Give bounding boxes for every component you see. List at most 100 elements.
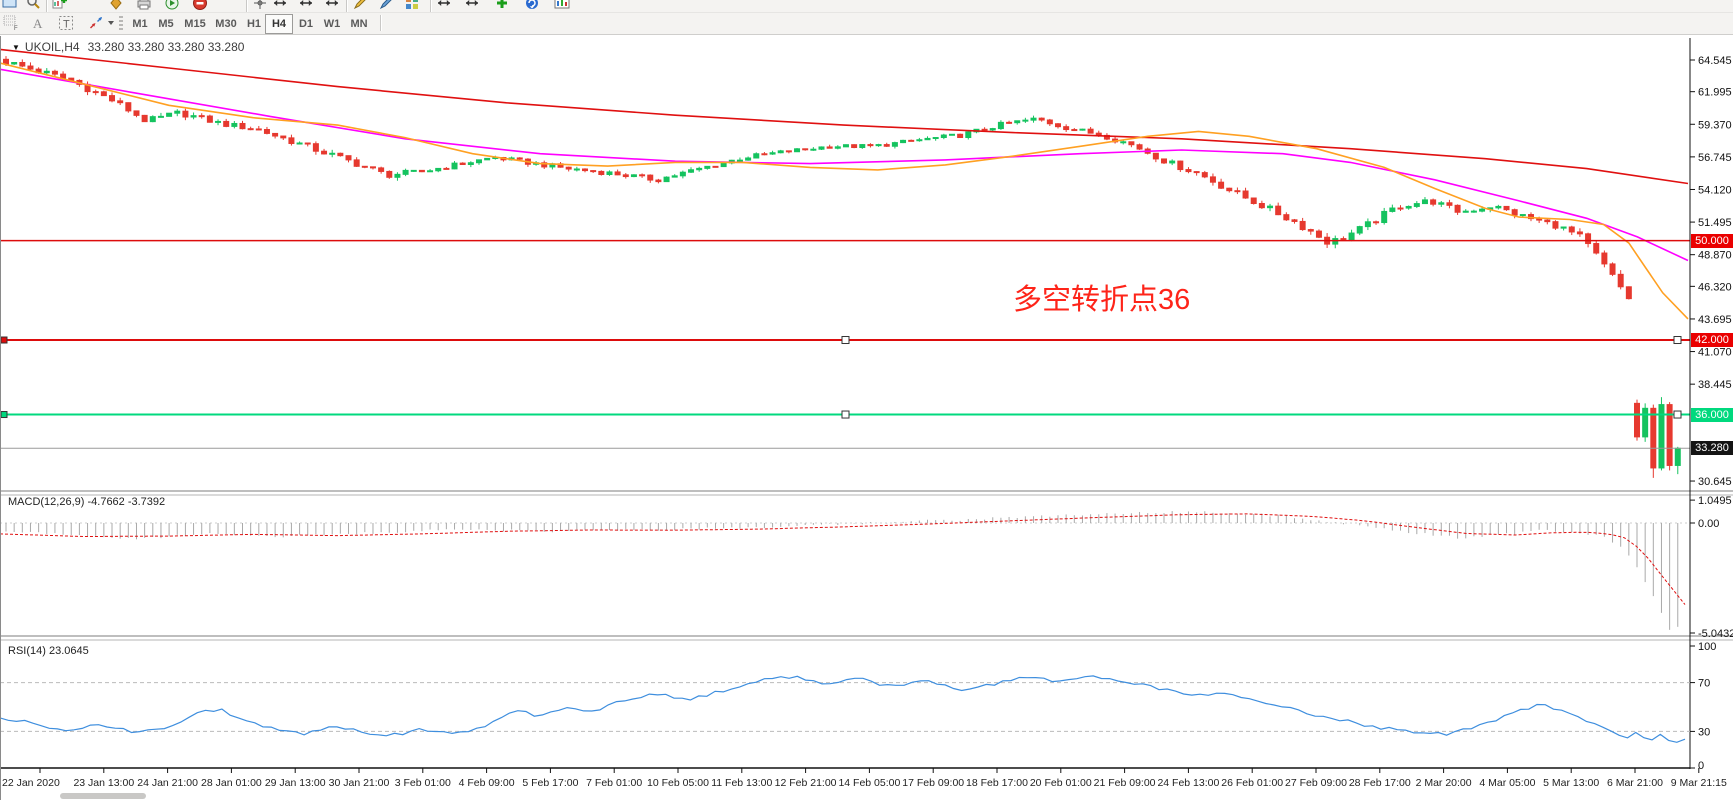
date-tick-label: 28 Feb 17:00 <box>1349 777 1411 789</box>
date-tick-label: 18 Feb 17:00 <box>966 777 1028 789</box>
grid-f-icon[interactable]: F <box>3 15 19 32</box>
chevron-down-icon[interactable]: ▼ <box>12 43 20 52</box>
macd-pane[interactable] <box>0 496 1690 638</box>
target-line-36[interactable] <box>0 410 1690 419</box>
price-tick-label: 54.120 <box>1698 184 1732 196</box>
svg-text:A: A <box>33 16 43 31</box>
h-resize-icon[interactable] <box>436 0 452 11</box>
stop-icon[interactable] <box>192 0 208 11</box>
h-resize-icon[interactable] <box>464 0 480 11</box>
price-tick-label: 61.995 <box>1698 87 1732 99</box>
text-t-icon[interactable]: T <box>58 15 74 31</box>
print-preview-icon[interactable] <box>164 0 180 11</box>
toolbar-separator <box>246 0 248 12</box>
date-tick-label: 24 Feb 13:00 <box>1157 777 1219 789</box>
macd-scale-label: 0.00 <box>1698 518 1719 530</box>
toolbar-separator <box>430 0 432 12</box>
price-axis-labels: 64.545 61.995 59.370 56.745 54.120 51.495 48.8… <box>1690 55 1732 488</box>
date-tick-label: 26 Feb 01:00 <box>1221 777 1283 789</box>
tf-button-M5[interactable]: M5 <box>158 18 174 30</box>
macd-values: -4.7662 -3.7392 <box>87 496 166 508</box>
svg-text:F: F <box>14 26 18 31</box>
price-badge-33_280: 33.280 <box>1691 441 1733 456</box>
chart-symbol-label: UKOIL,H4 <box>25 40 80 54</box>
rsi-scale-label: 100 <box>1698 641 1716 653</box>
date-tick-label: 28 Jan 01:00 <box>201 777 262 789</box>
add-indicator-icon[interactable] <box>494 0 510 11</box>
date-tick-label: 30 Jan 21:00 <box>329 777 390 789</box>
macd-scale-label: 1.0495 <box>1698 495 1732 507</box>
chart-box-icon[interactable] <box>554 0 570 11</box>
refresh-icon[interactable] <box>524 0 540 11</box>
h-resize-icon[interactable] <box>324 0 340 11</box>
pencil-icon[interactable] <box>352 0 368 11</box>
tf-button-MN[interactable]: MN <box>350 18 368 30</box>
magnifier-icon[interactable] <box>26 0 42 11</box>
pen-icon[interactable] <box>378 0 394 11</box>
date-tick-label: 4 Feb 09:00 <box>459 777 515 789</box>
palette-icon[interactable] <box>404 0 420 11</box>
price-tick-label: 46.320 <box>1698 281 1732 293</box>
tf-button-M15[interactable]: M15 <box>184 18 206 30</box>
order-basket-icon[interactable] <box>108 0 124 11</box>
tf-button-H4[interactable]: H4 <box>265 14 293 34</box>
date-tick-label: 5 Feb 17:00 <box>522 777 578 789</box>
print-icon[interactable] <box>136 0 152 11</box>
price-tick-label: 51.495 <box>1698 217 1732 229</box>
price-tick-label: 64.545 <box>1698 55 1732 67</box>
chart-canvas[interactable]: 64.545 61.995 59.370 56.745 54.120 51.495 48.8… <box>0 36 1733 800</box>
svg-text:T: T <box>63 19 70 31</box>
toolbar-separator <box>380 15 382 31</box>
chart-h-scrollbar[interactable] <box>60 793 146 799</box>
tf-button-H1[interactable]: H1 <box>246 18 262 30</box>
price-badge-50_000: 50.000 <box>1691 233 1733 248</box>
price-tick-label: 38.445 <box>1698 379 1732 391</box>
letter-a-icon[interactable]: A <box>30 15 46 31</box>
date-tick-label: 2 Mar 20:00 <box>1416 777 1472 789</box>
macd-indicator-label: MACD(12,26,9) -4.7662 -3.7392 <box>8 496 165 508</box>
toolbar-separator <box>46 0 48 12</box>
date-tick-label: 23 Jan 13:00 <box>73 777 134 789</box>
arrows-tool-dropdown-caret[interactable] <box>108 21 114 25</box>
toolbar-drag-handle[interactable] <box>119 16 123 31</box>
date-axis-labels: 22 Jan 2020 23 Jan 13:00 24 Jan 21:00 28 Ja… <box>2 768 1727 789</box>
date-tick-label: 20 Feb 01:00 <box>1030 777 1092 789</box>
h-resize-icon[interactable] <box>272 0 288 11</box>
crosshair-icon[interactable] <box>252 0 268 11</box>
date-tick-label: 11 Feb 13:00 <box>711 777 772 789</box>
tf-button-M30[interactable]: M30 <box>215 18 237 30</box>
price-tick-label: 41.070 <box>1698 347 1732 359</box>
new-chart-icon[interactable] <box>52 0 68 11</box>
main-chart-pane[interactable] <box>0 38 1690 490</box>
chart-ohlc-values: 33.280 33.280 33.280 33.280 <box>88 40 245 54</box>
rsi-indicator-label: RSI(14) 23.0645 <box>8 645 89 657</box>
trade-annotation-text[interactable]: 多空转折点36 <box>1013 284 1191 316</box>
date-tick-label: 22 Jan 2020 <box>2 777 60 789</box>
rsi-scale-label: 30 <box>1698 726 1710 738</box>
rsi-name: RSI(14) <box>8 645 46 657</box>
tf-button-D1[interactable]: D1 <box>298 18 314 30</box>
arrows-tool-icon[interactable] <box>88 15 104 31</box>
price-tick-label: 56.745 <box>1698 152 1732 164</box>
window-icon[interactable] <box>2 0 18 11</box>
macd-scale-labels: 1.0495 0.00 -5.0432 <box>1690 495 1733 640</box>
tf-button-M1[interactable]: M1 <box>132 18 148 30</box>
macd-scale-label: -5.0432 <box>1698 628 1733 640</box>
price-badge-36_000: 36.000 <box>1691 407 1733 422</box>
date-tick-label: 4 Mar 05:00 <box>1479 777 1535 789</box>
date-tick-label: 12 Feb 21:00 <box>775 777 837 789</box>
rsi-scale-labels: 100 70 30 0 <box>1690 641 1716 772</box>
date-tick-label: 3 Feb 01:00 <box>395 777 451 789</box>
toolbar-main-row: F A T M1 M5 M15 M30 H1 H4 D1 W1 MN <box>0 13 1733 35</box>
date-tick-label: 9 Mar 21:15 <box>1671 777 1727 789</box>
date-tick-label: 5 Mar 13:00 <box>1543 777 1599 789</box>
support-line-42[interactable] <box>0 336 1690 345</box>
toolbar-top-row <box>0 0 1733 13</box>
h-resize-icon[interactable] <box>298 0 314 11</box>
price-tick-label: 48.870 <box>1698 250 1732 262</box>
rsi-pane[interactable] <box>0 644 1690 768</box>
date-tick-label: 29 Jan 13:00 <box>265 777 326 789</box>
date-tick-label: 17 Feb 09:00 <box>902 777 964 789</box>
tf-button-W1[interactable]: W1 <box>323 18 341 30</box>
rsi-value: 23.0645 <box>48 645 89 657</box>
